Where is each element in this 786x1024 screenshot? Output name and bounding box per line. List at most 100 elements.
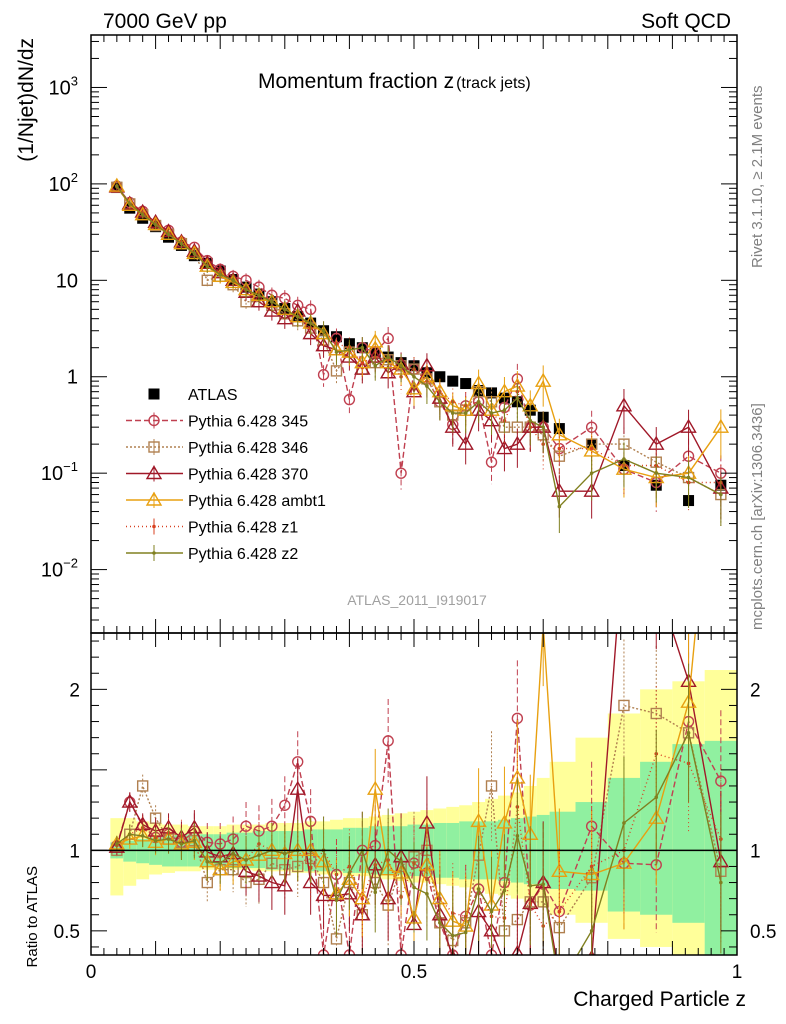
legend-marker (148, 441, 160, 453)
data-point (719, 492, 723, 497)
upper-title: Momentum fraction z (track jets) (258, 70, 531, 93)
ratio-point (489, 909, 494, 914)
ratio-point (617, 529, 631, 541)
series-line (116, 185, 722, 509)
ratio-point (589, 929, 594, 933)
x-tick-label: 1 (732, 962, 743, 983)
ratio-point (127, 832, 132, 837)
ratio-point (459, 966, 473, 978)
data-point (295, 314, 300, 319)
y-tick-label: 1 (67, 367, 78, 389)
y-tick-exponent: −1 (63, 459, 78, 474)
ratio-point (354, 890, 371, 905)
x-tick-label: 0.5 (401, 962, 427, 983)
y-tick-base: 10 (56, 270, 78, 292)
y-tick-label: 10−2 (41, 556, 78, 582)
data-point (382, 332, 394, 345)
ratio-point (360, 896, 365, 901)
legend-marker (145, 465, 163, 480)
data-point (476, 399, 481, 404)
ratio-point (470, 812, 487, 828)
legend-marker (148, 388, 160, 400)
ratio-point (557, 909, 562, 914)
ratio-point (511, 945, 524, 955)
legend-label: ATLAS (188, 387, 238, 404)
ratio-point (476, 887, 481, 891)
ratio-point (315, 887, 332, 902)
ratio-point (334, 898, 339, 903)
data-point (386, 355, 390, 359)
data-point (541, 425, 545, 429)
data-point (438, 399, 442, 404)
ratio-point (302, 874, 319, 889)
legend-entry: Pythia 6.428 370 (126, 465, 308, 484)
ratio-point (622, 821, 626, 825)
series-line (116, 185, 722, 484)
ratio-point (502, 888, 507, 893)
ratio-point (412, 885, 416, 890)
data-point (360, 345, 365, 350)
ratio-point (714, 360, 728, 372)
ratio-point (504, 954, 505, 955)
y-tick-base: 10 (41, 463, 63, 485)
ratio-point (425, 892, 429, 896)
data-point (589, 446, 594, 451)
upper-y-axis-label: (1/Njet)dN/dz (15, 38, 38, 162)
data-point (330, 331, 342, 343)
legend-entry: Pythia 6.428 z1 (126, 518, 298, 537)
data-point (244, 287, 248, 292)
ratio-point (231, 851, 235, 856)
series-4-group (108, 177, 730, 507)
ratio-point (541, 882, 545, 886)
data-point (218, 272, 222, 277)
ratio-point (515, 834, 520, 838)
ratio-point (283, 851, 287, 856)
upper-title-sub: (track jets) (456, 75, 531, 92)
data-point (534, 372, 552, 387)
data-point (257, 293, 261, 298)
series-line (116, 185, 722, 479)
data-point (589, 471, 594, 475)
mcplots-label: mcplots.cern.ch [arXiv:1306.3436] (749, 403, 766, 630)
ratio-point (618, 699, 630, 712)
band-inner-bin (123, 840, 137, 862)
data-point (315, 337, 332, 352)
ratio-point (205, 859, 210, 864)
data-point (583, 442, 600, 457)
ratio-y-tick-label-right: 2 (750, 680, 761, 701)
x-axis-label: Charged Particle z (573, 988, 746, 1011)
data-point (360, 360, 365, 365)
legend-label: Pythia 6.428 z2 (188, 546, 298, 563)
ratio-y-tick-label: 1 (69, 841, 80, 862)
data-point (283, 307, 287, 312)
legend: ATLAS Pythia 6.428 345 Pythia 6.428 346 Pyt… (126, 387, 326, 563)
y-tick-base: 1 (67, 367, 78, 389)
ratio-y-tick-label-right: 0.5 (750, 922, 776, 943)
data-point (622, 457, 626, 461)
series-0-group (111, 181, 727, 507)
data-point (147, 216, 164, 231)
legend-label: Pythia 6.428 370 (188, 467, 308, 484)
ratio-point (179, 842, 184, 846)
ratio-y-tick-label: 0.5 (54, 922, 80, 943)
ratio-line (116, 730, 722, 955)
upper-frame (90, 34, 738, 634)
ratio-point (279, 799, 291, 811)
ratio-point (528, 883, 533, 888)
data-point (489, 411, 494, 415)
ratio-point (654, 795, 659, 800)
series-5-group (115, 184, 723, 514)
legend-marker (148, 414, 160, 427)
lower-y-axis-label: Ratio to ATLAS (24, 866, 41, 967)
ratio-point (719, 880, 723, 885)
energy-label: 7000 GeV pp (103, 10, 227, 33)
data-point (557, 504, 562, 509)
ratio-point (399, 859, 403, 864)
data-point (343, 393, 356, 406)
ratio-point (373, 890, 378, 895)
ratio-line (116, 633, 722, 955)
rivet-version-label: Rivet 3.1.10, ≥ 2.1M events (749, 86, 766, 269)
data-point (308, 321, 313, 325)
y-tick-base: 10 (49, 77, 71, 99)
